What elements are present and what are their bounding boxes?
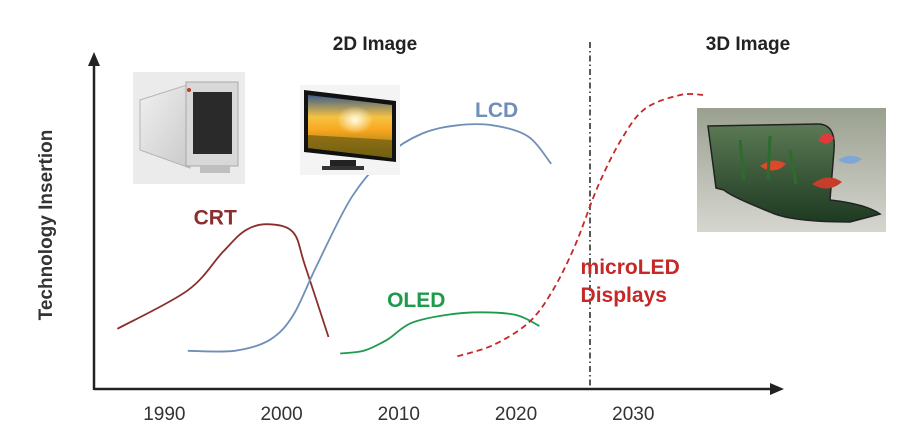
x-tick-2000: 2000: [260, 404, 302, 425]
crt-monitor-image: [133, 72, 245, 184]
series-label-microled: microLED Displays: [581, 256, 680, 307]
region-label-2d: 2D Image: [333, 34, 417, 55]
series-lines: [116, 93, 704, 358]
series-line-crt: [116, 223, 330, 338]
curved-3d-display-image: [697, 108, 886, 232]
series-line-lcd: [187, 123, 552, 353]
x-tick-2030: 2030: [612, 404, 654, 425]
axes: [88, 52, 784, 395]
x-axis-arrow: [770, 383, 784, 395]
series-line-oled: [340, 311, 540, 355]
series-label-crt: CRT: [194, 206, 237, 229]
series-line-microled: [457, 93, 704, 358]
series-label-lcd: LCD: [475, 99, 518, 122]
y-axis-arrow: [88, 52, 100, 66]
x-tick-labels: 1990 2000 2010 2020 2030: [143, 404, 654, 425]
series-label-oled: OLED: [387, 289, 445, 312]
x-tick-1990: 1990: [143, 404, 185, 425]
y-axis-label: Technology Insertion: [36, 130, 57, 321]
lcd-tv-image: [300, 85, 400, 175]
x-tick-2010: 2010: [378, 404, 420, 425]
region-label-3d: 3D Image: [706, 34, 790, 55]
series-labels: CRT LCD OLED microLED Displays: [194, 99, 680, 312]
x-tick-2020: 2020: [495, 404, 537, 425]
